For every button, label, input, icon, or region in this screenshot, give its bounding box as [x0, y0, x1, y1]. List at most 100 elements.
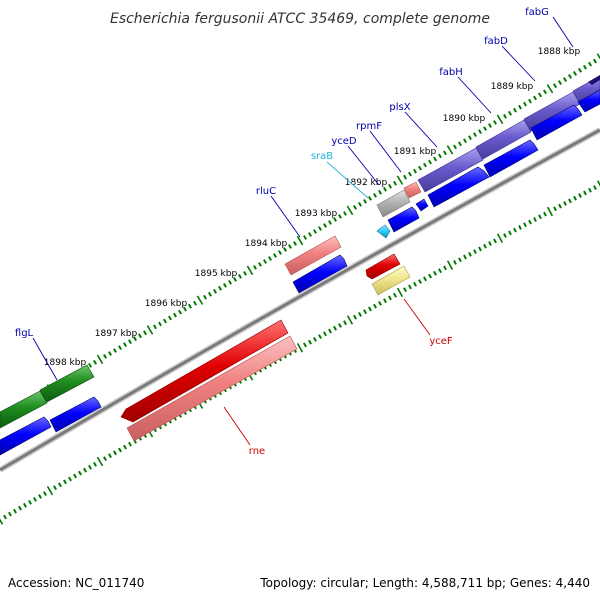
genome-backbone — [0, 127, 600, 473]
minor-tick — [373, 303, 377, 309]
major-tick — [146, 325, 154, 335]
fabH-cds[interactable] — [483, 139, 539, 178]
gene-label-rne[interactable]: rne — [249, 446, 265, 457]
minor-tick — [333, 217, 337, 222]
gene-label-fabH[interactable]: fabH — [439, 67, 463, 78]
minor-tick — [518, 225, 522, 230]
minor-tick — [478, 246, 482, 252]
minor-tick — [513, 107, 517, 113]
minor-tick — [568, 198, 572, 204]
gene-label-rpmF[interactable]: rpmF — [356, 121, 382, 132]
minor-tick — [313, 336, 317, 342]
minor-tick — [413, 281, 417, 287]
flgK-gene[interactable] — [0, 390, 48, 429]
minor-tick — [567, 74, 573, 79]
minor-tick — [78, 470, 82, 476]
minor-tick — [58, 482, 62, 488]
plsX-gene[interactable] — [417, 147, 484, 193]
flgL-cds[interactable] — [49, 396, 102, 433]
minor-tick — [428, 273, 432, 279]
fabG-cds[interactable] — [577, 89, 600, 113]
gene-label-flgL[interactable]: flgL — [15, 328, 34, 339]
minor-tick — [588, 187, 592, 193]
kbp-label: 1895 kbp — [195, 269, 238, 279]
gene-label-fabD[interactable]: fabD — [484, 36, 508, 47]
minor-tick — [592, 58, 598, 64]
minor-tick — [113, 348, 117, 353]
minor-tick — [338, 323, 342, 328]
flgK-cds[interactable] — [0, 416, 52, 456]
major-tick — [96, 354, 104, 365]
minor-tick — [453, 144, 457, 150]
outer-tick-ring — [0, 53, 600, 423]
rne-cds[interactable] — [126, 335, 298, 442]
gene-label-fabG[interactable]: fabG — [525, 7, 549, 18]
major-tick — [496, 233, 504, 243]
minor-tick — [488, 123, 492, 128]
minor-tick — [368, 195, 372, 201]
minor-tick — [503, 233, 507, 238]
minor-tick — [133, 336, 137, 342]
yceD-cds[interactable] — [387, 206, 420, 233]
minor-tick — [268, 256, 272, 261]
minor-tick — [218, 285, 222, 291]
major-tick — [446, 260, 454, 270]
major-tick — [596, 180, 600, 187]
minor-tick — [283, 247, 287, 252]
minor-tick — [542, 89, 548, 95]
minor-tick — [443, 150, 447, 156]
major-tick — [446, 145, 454, 155]
kbp-label: 1891 kbp — [394, 147, 437, 157]
minor-tick — [103, 456, 107, 462]
accession-text: Accession: NC_011740 — [8, 576, 144, 590]
rpmF-gene[interactable] — [403, 181, 422, 199]
plsX-cds[interactable] — [427, 166, 490, 208]
minor-tick — [593, 185, 597, 191]
yceF-gene[interactable] — [365, 253, 401, 280]
minor-tick — [578, 193, 582, 198]
kbp-label: 1898 kbp — [44, 358, 87, 368]
minor-tick — [303, 342, 307, 348]
minor-tick — [438, 268, 442, 274]
minor-tick — [562, 77, 568, 82]
fabH-gene[interactable] — [475, 119, 532, 160]
rpmF-cds[interactable] — [415, 198, 429, 212]
yceD-gene[interactable] — [376, 189, 411, 218]
rluC-cds[interactable] — [292, 254, 348, 294]
minor-tick — [153, 324, 157, 330]
gene-label-sraB[interactable]: sraB — [311, 151, 333, 162]
gene-label-yceD[interactable]: yceD — [331, 136, 357, 147]
kbp-label: 1888 kbp — [538, 47, 581, 57]
minor-tick — [493, 120, 497, 125]
yceF-yellow-feature[interactable] — [371, 265, 411, 296]
kbp-label: 1894 kbp — [245, 239, 288, 249]
minor-tick — [88, 362, 92, 368]
minor-tick — [108, 453, 112, 459]
minor-tick — [228, 279, 232, 285]
major-tick — [196, 295, 204, 305]
rluC-gene[interactable] — [284, 235, 342, 276]
gene-label-yceF[interactable]: yceF — [429, 336, 453, 347]
sraB-rna[interactable] — [376, 224, 391, 239]
minor-tick — [523, 101, 527, 107]
minor-tick — [533, 217, 537, 222]
gene-label-rluC[interactable]: rluC — [256, 186, 276, 197]
fabD-cds[interactable] — [530, 104, 583, 141]
minor-tick — [378, 300, 382, 306]
gene-label-plsX[interactable]: plsX — [389, 102, 410, 113]
minor-tick — [208, 291, 212, 297]
major-tick — [346, 315, 354, 325]
minor-tick — [453, 260, 457, 265]
major-tick — [496, 114, 504, 125]
minor-tick — [308, 232, 312, 237]
flgL-gene[interactable] — [39, 364, 95, 403]
minor-tick — [403, 287, 407, 293]
minor-tick — [537, 92, 543, 98]
major-tick — [296, 343, 304, 353]
minor-tick — [423, 276, 427, 282]
minor-tick — [3, 514, 7, 520]
minor-tick — [28, 499, 32, 505]
rne-gene[interactable] — [120, 319, 289, 423]
minor-tick — [577, 67, 583, 73]
